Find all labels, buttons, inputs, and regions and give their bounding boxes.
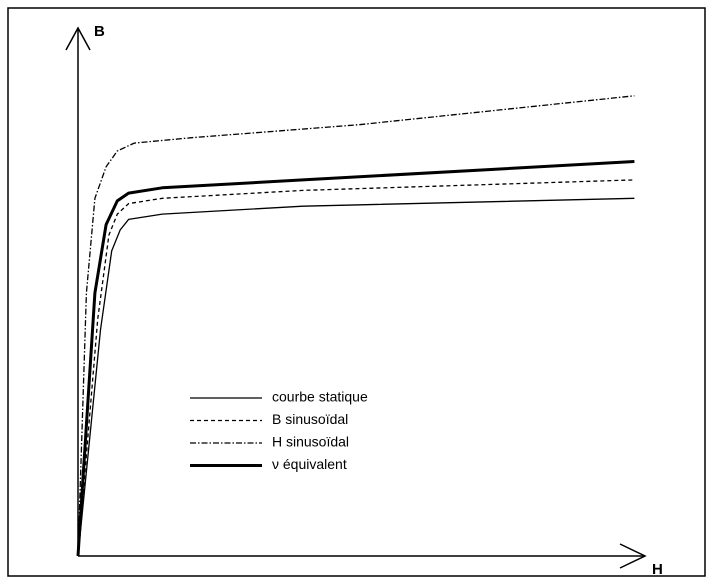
legend-label: courbe statique — [272, 389, 368, 405]
curve — [76, 160, 635, 557]
curve — [77, 197, 635, 557]
frame — [7, 7, 706, 577]
x-arrow — [619, 543, 647, 569]
legend-label: B sinusoïdal — [272, 411, 348, 427]
curve — [77, 179, 635, 557]
axes — [65, 26, 647, 569]
x-axis-label: H — [652, 561, 663, 578]
legend-label: H sinusoïdal — [272, 434, 349, 450]
y-arrow — [65, 26, 91, 51]
y-axis-label: B — [94, 23, 105, 40]
legend-label: ν équivalent — [272, 456, 347, 472]
curve — [77, 95, 635, 557]
